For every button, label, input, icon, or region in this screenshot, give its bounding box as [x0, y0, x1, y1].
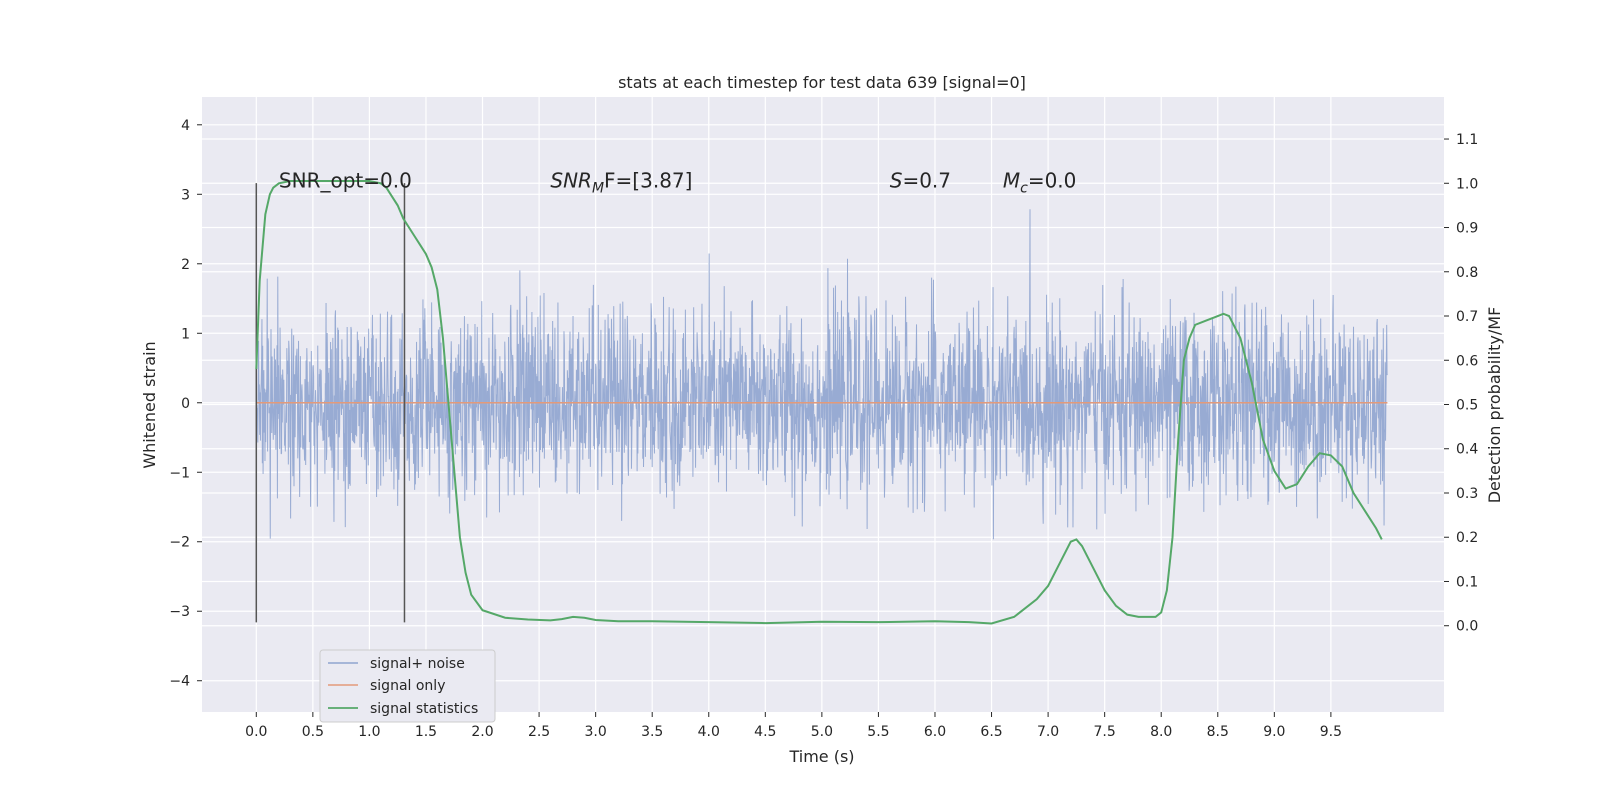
- y2-tick-label: 0.8: [1456, 265, 1478, 281]
- x-tick-label: 9.0: [1263, 724, 1285, 740]
- chart-title: stats at each timestep for test data 639…: [618, 73, 1026, 92]
- annotation-s-value: S=0.7: [890, 168, 951, 192]
- annotation-snr-mf: SNRMF=[3.87]: [550, 168, 692, 196]
- vertical-lines: [255, 183, 406, 623]
- y-tick-label: 2: [181, 257, 190, 273]
- y-tick-label: −4: [169, 674, 190, 690]
- y-axis-label: Whitened strain: [140, 341, 159, 468]
- x-tick-label: 4.0: [698, 724, 720, 740]
- y2-axis-label: Detection probability/MF: [1485, 307, 1504, 504]
- x-tick-label: 5.5: [867, 724, 889, 740]
- y-tick-label: 0: [181, 396, 190, 412]
- legend-label-signal-noise: signal+ noise: [370, 656, 465, 672]
- y2-tick-label: 0.6: [1456, 353, 1478, 369]
- annotation-snr-opt: SNR_opt=0.0: [279, 168, 412, 192]
- y-tick-label: 3: [181, 187, 190, 203]
- x-tick-label: 5.0: [811, 724, 833, 740]
- y2-tick-label: 0.0: [1456, 619, 1478, 635]
- x-tick-label: 0.0: [245, 724, 267, 740]
- signal-statistics-series: [255, 180, 1383, 625]
- x-tick-label: 0.5: [302, 724, 324, 740]
- x-tick-label: 7.5: [1094, 724, 1116, 740]
- y-tick-label: −1: [169, 465, 190, 481]
- y2-tick-label: 0.3: [1456, 486, 1478, 502]
- x-axis-ticks: 0.0 0.5 1.0 1.5 2.0 2.5 3.0 3.5 4.0 4.5 5.0 5.5 6.0 6…: [245, 712, 1342, 740]
- y2-tick-label: 0.9: [1456, 221, 1478, 237]
- x-tick-label: 9.5: [1320, 724, 1342, 740]
- x-tick-label: 6.0: [924, 724, 946, 740]
- annotations: SNR_opt=0.0 SNRMF=[3.87] S=0.7 Mc=0.0: [279, 168, 1076, 196]
- y2-tick-label: 0.7: [1456, 309, 1478, 325]
- noise-series: [255, 209, 1388, 540]
- y2-tick-label: 0.5: [1456, 398, 1478, 414]
- legend-label-signal-only: signal only: [370, 678, 445, 694]
- series-signal-noise: [255, 209, 1388, 540]
- y2-axis-ticks: 0.0 0.1 0.2 0.3 0.4 0.5 0.6 0.7 0.8 0.9 1.0 1.1: [1444, 132, 1478, 635]
- legend-box: [319, 649, 496, 723]
- annotation-mc-value: Mc=0.0: [1003, 168, 1077, 196]
- y-tick-label: 1: [181, 326, 190, 342]
- y-tick-label: 4: [181, 118, 190, 134]
- x-tick-label: 3.5: [641, 724, 663, 740]
- legend-label-signal-statistics: signal statistics: [370, 701, 478, 717]
- x-tick-label: 7.0: [1037, 724, 1059, 740]
- x-tick-label: 6.5: [980, 724, 1002, 740]
- x-tick-label: 1.5: [415, 724, 437, 740]
- y2-tick-label: 0.4: [1456, 442, 1478, 458]
- y-axis-ticks: −4 −3 −2 −1 0 1 2 3 4: [169, 118, 202, 690]
- x-tick-label: 4.5: [754, 724, 776, 740]
- y2-tick-label: 1.1: [1456, 132, 1478, 148]
- y-tick-label: −2: [169, 535, 190, 551]
- x-tick-label: 2.0: [471, 724, 493, 740]
- x-axis-label: Time (s): [788, 747, 854, 766]
- x-tick-label: 1.0: [358, 724, 380, 740]
- y2-tick-label: 0.1: [1456, 574, 1478, 590]
- series-signal-statistics: [255, 180, 1383, 625]
- x-tick-label: 8.0: [1150, 724, 1172, 740]
- y-tick-label: −3: [169, 604, 190, 620]
- x-tick-label: 3.0: [585, 724, 607, 740]
- y2-tick-label: 1.0: [1456, 176, 1478, 192]
- x-tick-label: 2.5: [528, 724, 550, 740]
- legend: signal+ noise signal only signal statist…: [319, 649, 496, 723]
- x-tick-label: 8.5: [1207, 724, 1229, 740]
- y2-tick-label: 0.2: [1456, 530, 1478, 546]
